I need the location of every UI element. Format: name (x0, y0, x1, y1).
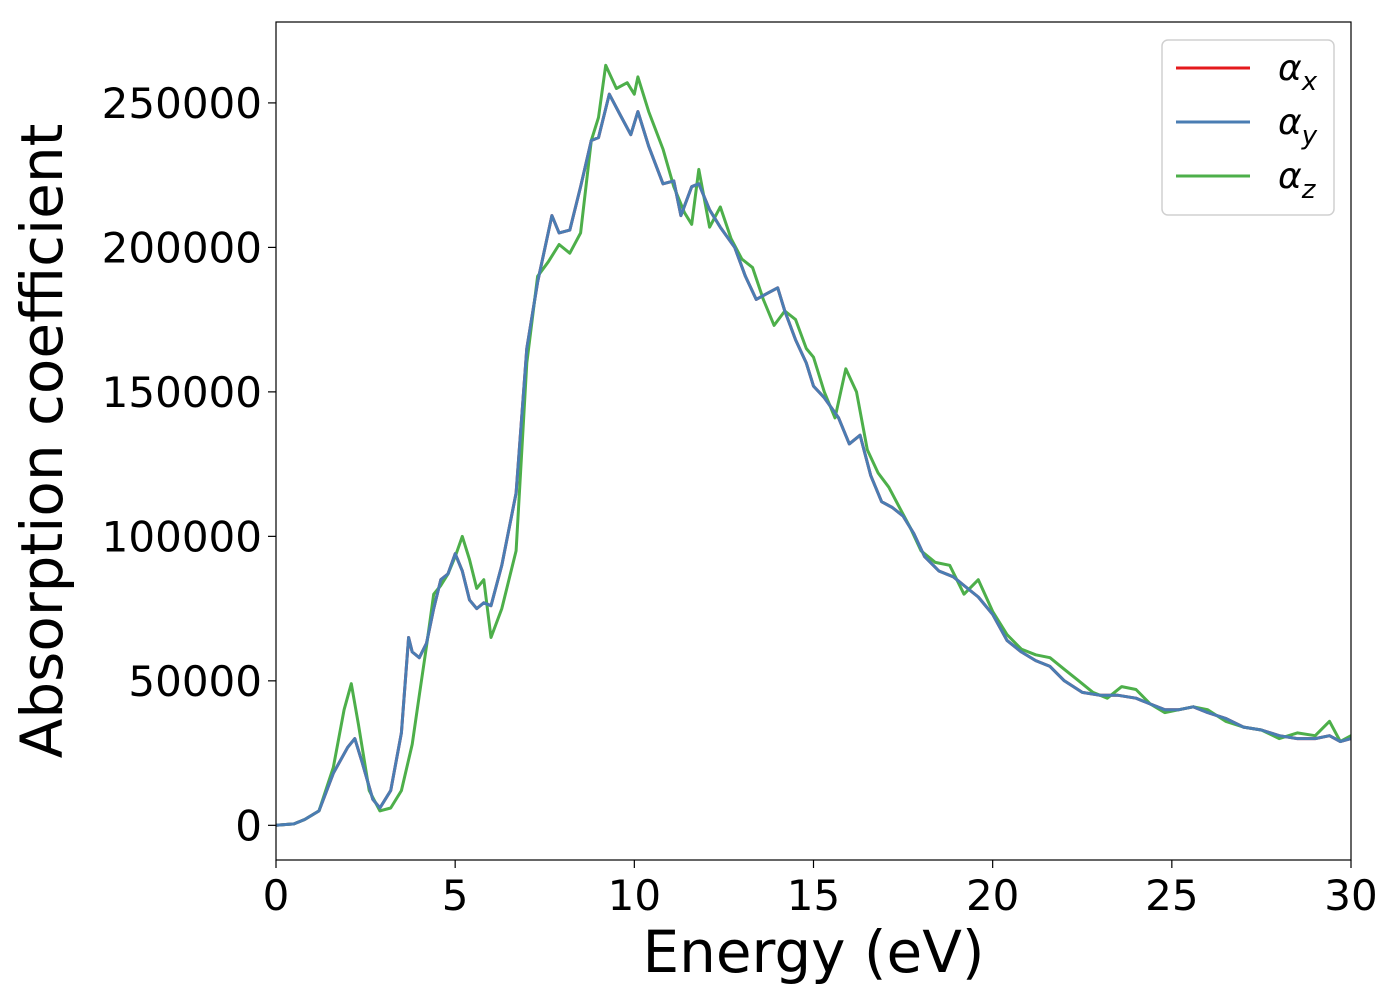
x-tick-label: 0 (263, 871, 290, 920)
x-axis: 0 5 10 15 20 25 30 (263, 860, 1378, 920)
x-tick-label: 30 (1324, 871, 1377, 920)
y-tick-label: 50000 (128, 657, 262, 706)
x-tick-label: 20 (966, 871, 1019, 920)
y-tick-label: 200000 (102, 223, 262, 272)
x-tick-label: 25 (1145, 871, 1198, 920)
y-axis-label: Absorption coefficient (8, 124, 76, 759)
y-tick-label: 150000 (102, 368, 262, 417)
legend-box (1161, 39, 1335, 216)
y-axis: 0 50000 100000 150000 200000 250000 (102, 79, 276, 850)
x-axis-label: Energy (eV) (642, 918, 984, 986)
x-tick-label: 10 (608, 871, 661, 920)
series-layer (276, 63, 1351, 827)
y-tick-label: 100000 (102, 512, 262, 561)
y-tick-label: 250000 (102, 79, 262, 128)
x-tick-label: 5 (442, 871, 469, 920)
y-tick-label: 0 (235, 801, 262, 850)
series-line-y (276, 92, 1351, 827)
x-tick-label: 15 (787, 871, 840, 920)
legend-item-y: αy (1176, 102, 1318, 151)
